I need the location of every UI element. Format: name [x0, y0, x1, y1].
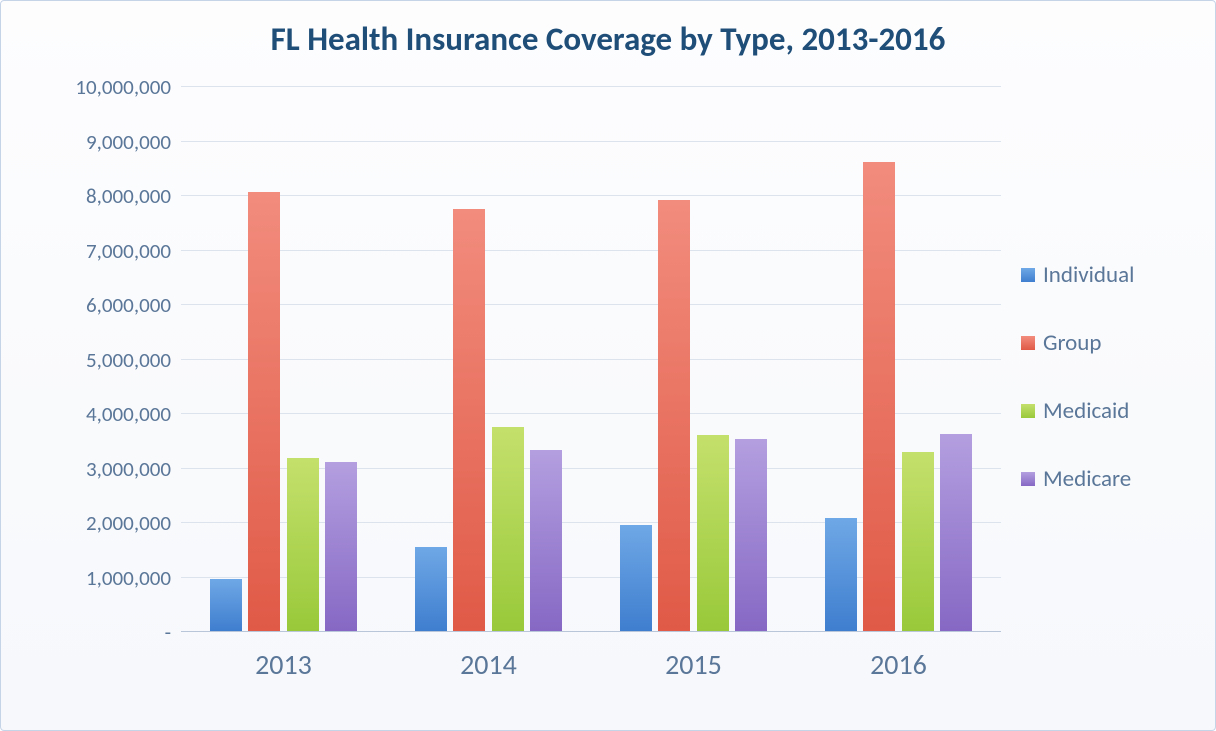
y-tick-label: 4,000,000 — [86, 401, 171, 427]
bar — [453, 209, 485, 631]
category-group: 2015 — [591, 86, 796, 631]
category-group: 2013 — [181, 86, 386, 631]
y-tick-label: 10,000,000 — [75, 74, 171, 100]
legend-label: Medicare — [1043, 465, 1131, 493]
legend-swatch — [1021, 336, 1035, 350]
chart-frame: FL Health Insurance Coverage by Type, 20… — [0, 0, 1216, 731]
y-tick-label: 8,000,000 — [86, 183, 171, 209]
legend-item: Medicaid — [1021, 397, 1134, 425]
legend-item: Individual — [1021, 261, 1134, 289]
legend-swatch — [1021, 404, 1035, 418]
legend-item: Medicare — [1021, 465, 1134, 493]
chart-title: FL Health Insurance Coverage by Type, 20… — [1, 1, 1215, 59]
bar — [325, 462, 357, 631]
legend-swatch — [1021, 268, 1035, 282]
bar — [735, 439, 767, 631]
y-tick-label: 2,000,000 — [86, 510, 171, 536]
bar — [620, 525, 652, 631]
legend: Individual Group Medicaid Medicare — [1021, 261, 1134, 493]
y-tick-label: 7,000,000 — [86, 238, 171, 264]
y-tick-label: - — [165, 619, 171, 645]
y-tick-label: 3,000,000 — [86, 456, 171, 482]
bar — [902, 452, 934, 631]
bar — [658, 200, 690, 631]
bar — [697, 435, 729, 631]
bar — [415, 547, 447, 631]
bar — [248, 192, 280, 631]
bars-container: 2013201420152016 — [181, 86, 1001, 631]
bar — [863, 162, 895, 631]
y-tick-label: 6,000,000 — [86, 292, 171, 318]
bar — [492, 427, 524, 631]
y-tick-label: 1,000,000 — [86, 565, 171, 591]
bar — [940, 434, 972, 631]
bar — [287, 458, 319, 631]
y-tick-label: 5,000,000 — [86, 347, 171, 373]
x-tick-label: 2014 — [386, 631, 591, 682]
bar — [530, 450, 562, 631]
bar — [210, 579, 242, 631]
x-tick-label: 2013 — [181, 631, 386, 682]
bar — [825, 518, 857, 631]
x-tick-label: 2016 — [796, 631, 1001, 682]
plot-area: -1,000,0002,000,0003,000,0004,000,0005,0… — [181, 86, 1001, 631]
category-group: 2014 — [386, 86, 591, 631]
legend-item: Group — [1021, 329, 1134, 357]
legend-label: Group — [1043, 329, 1101, 357]
x-tick-label: 2015 — [591, 631, 796, 682]
category-group: 2016 — [796, 86, 1001, 631]
legend-label: Medicaid — [1043, 397, 1129, 425]
legend-label: Individual — [1043, 261, 1134, 289]
legend-swatch — [1021, 472, 1035, 486]
y-tick-label: 9,000,000 — [86, 129, 171, 155]
